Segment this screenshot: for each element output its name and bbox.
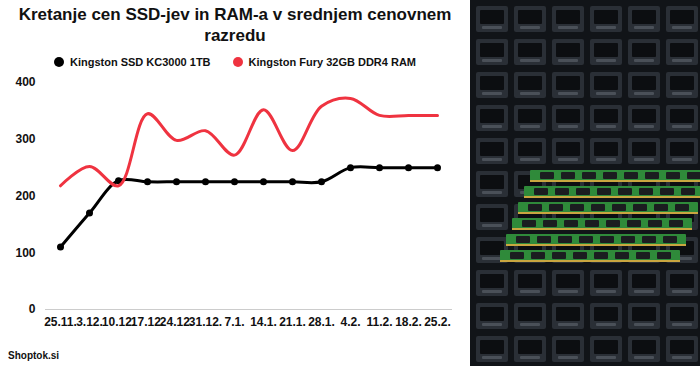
svg-text:200: 200: [15, 189, 35, 203]
svg-text:7.1.: 7.1.: [224, 315, 244, 329]
svg-text:10.12.: 10.12.: [101, 315, 136, 329]
svg-text:18.2.: 18.2.: [395, 315, 422, 329]
svg-text:25.2.: 25.2.: [424, 315, 451, 329]
svg-text:24.12.: 24.12.: [159, 315, 194, 329]
svg-text:25.11.: 25.11.: [44, 315, 77, 329]
svg-text:14.1.: 14.1.: [250, 315, 277, 329]
svg-text:0: 0: [29, 302, 36, 316]
svg-text:28.1.: 28.1.: [308, 315, 335, 329]
html-text:Kretanje cen SSD-jev in RAM-a: Kretanje cen SSD-jev in RAM-a v srednjem…: [18, 5, 452, 45]
html-text:Kingston Fury 32GB DDR4 RAM: Kingston Fury 32GB DDR4 RAM: [248, 56, 416, 68]
svg-text:21.1.: 21.1.: [279, 315, 306, 329]
svg-text:4.2.: 4.2.: [340, 315, 360, 329]
svg-text:11.2.: 11.2.: [366, 315, 392, 329]
svg-text:17.12.: 17.12.: [130, 315, 165, 329]
html-text:Kingston SSD KC3000 1TB: Kingston SSD KC3000 1TB: [70, 56, 211, 68]
svg-text:3.12.: 3.12.: [76, 315, 103, 329]
svg-text:300: 300: [15, 132, 35, 146]
svg-text:31.12.: 31.12.: [189, 315, 222, 329]
svg-text:400: 400: [15, 75, 35, 89]
svg-text:100: 100: [15, 246, 35, 260]
html-text:Shoptok.si: Shoptok.si: [8, 350, 60, 361]
